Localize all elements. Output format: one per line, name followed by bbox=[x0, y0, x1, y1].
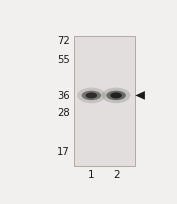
Text: 36: 36 bbox=[57, 91, 69, 101]
Ellipse shape bbox=[86, 93, 97, 99]
Ellipse shape bbox=[110, 93, 122, 99]
Text: 55: 55 bbox=[57, 55, 69, 65]
Polygon shape bbox=[135, 92, 145, 100]
Text: 72: 72 bbox=[57, 36, 69, 46]
Ellipse shape bbox=[82, 91, 101, 101]
Ellipse shape bbox=[77, 88, 106, 104]
Bar bbox=[74, 37, 135, 166]
Text: 2: 2 bbox=[113, 170, 119, 180]
Ellipse shape bbox=[106, 91, 126, 101]
Text: 1: 1 bbox=[88, 170, 95, 180]
Ellipse shape bbox=[102, 88, 130, 104]
Text: 28: 28 bbox=[57, 108, 69, 118]
Text: 17: 17 bbox=[57, 146, 69, 156]
